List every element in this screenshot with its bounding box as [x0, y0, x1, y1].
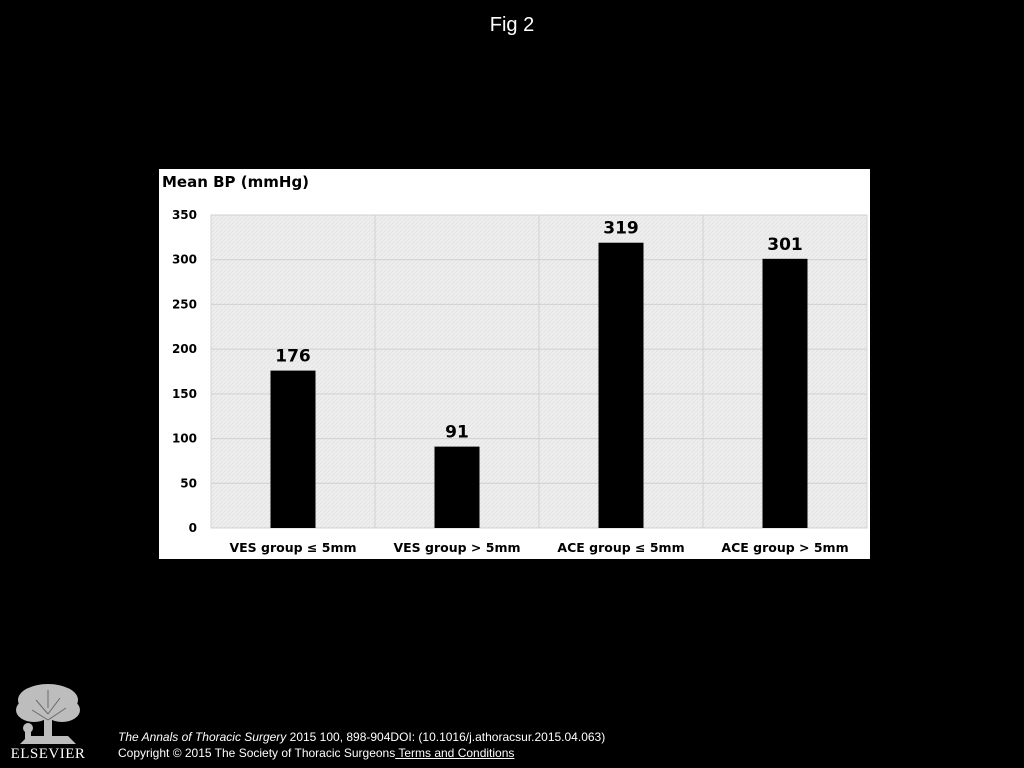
terms-and-conditions-link[interactable]: Terms and Conditions [395, 746, 515, 760]
category-label: ACE group > 5mm [721, 540, 848, 555]
y-tick-label: 100 [172, 432, 197, 446]
citation-details: 2015 100, 898-904DOI: (10.1016/j.athorac… [286, 730, 606, 744]
y-tick-label: 350 [172, 208, 197, 222]
y-tick-label: 50 [180, 476, 197, 490]
data-label: 301 [767, 235, 803, 255]
bar [270, 370, 316, 528]
bar-chart: Mean BP (mmHg) 0 50 100 150 200 250 300 350 176… [162, 173, 868, 555]
data-label: 91 [445, 423, 469, 443]
y-axis-label: Mean BP (mmHg) [162, 173, 309, 191]
copyright-text: Copyright © 2015 The Society of Thoracic… [118, 746, 396, 760]
citation: The Annals of Thoracic Surgery 2015 100,… [118, 729, 605, 761]
category-label: ACE group ≤ 5mm [557, 540, 684, 555]
chart-panel: Mean BP (mmHg) 0 50 100 150 200 250 300 350 176… [159, 169, 870, 559]
bars [270, 242, 808, 529]
y-tick-label: 150 [172, 387, 197, 401]
elsevier-logo: ELSEVIER [8, 680, 88, 764]
citation-line: The Annals of Thoracic Surgery 2015 100,… [118, 729, 605, 745]
bar [434, 446, 480, 528]
y-tick-label: 300 [172, 253, 197, 267]
data-labels: 176 91 319 301 [275, 219, 803, 443]
y-tick-label: 250 [172, 297, 197, 311]
figure-title: Fig 2 [489, 14, 535, 36]
data-label: 176 [275, 347, 311, 367]
y-tick-label: 0 [189, 521, 197, 535]
category-labels: VES group ≤ 5mm VES group > 5mm ACE group … [229, 540, 848, 555]
category-label: VES group > 5mm [393, 540, 520, 555]
bar [762, 258, 808, 528]
category-label: VES group ≤ 5mm [229, 540, 356, 555]
bar [598, 242, 644, 529]
data-label: 319 [603, 219, 639, 239]
y-tick-labels: 0 50 100 150 200 250 300 350 [172, 208, 197, 535]
copyright-line: Copyright © 2015 The Society of Thoracic… [118, 745, 605, 761]
gridlines [211, 214, 867, 529]
elsevier-tree-icon [16, 684, 80, 744]
journal-name: The Annals of Thoracic Surgery [118, 730, 287, 744]
y-tick-label: 200 [172, 342, 197, 356]
elsevier-wordmark: ELSEVIER [10, 746, 86, 762]
